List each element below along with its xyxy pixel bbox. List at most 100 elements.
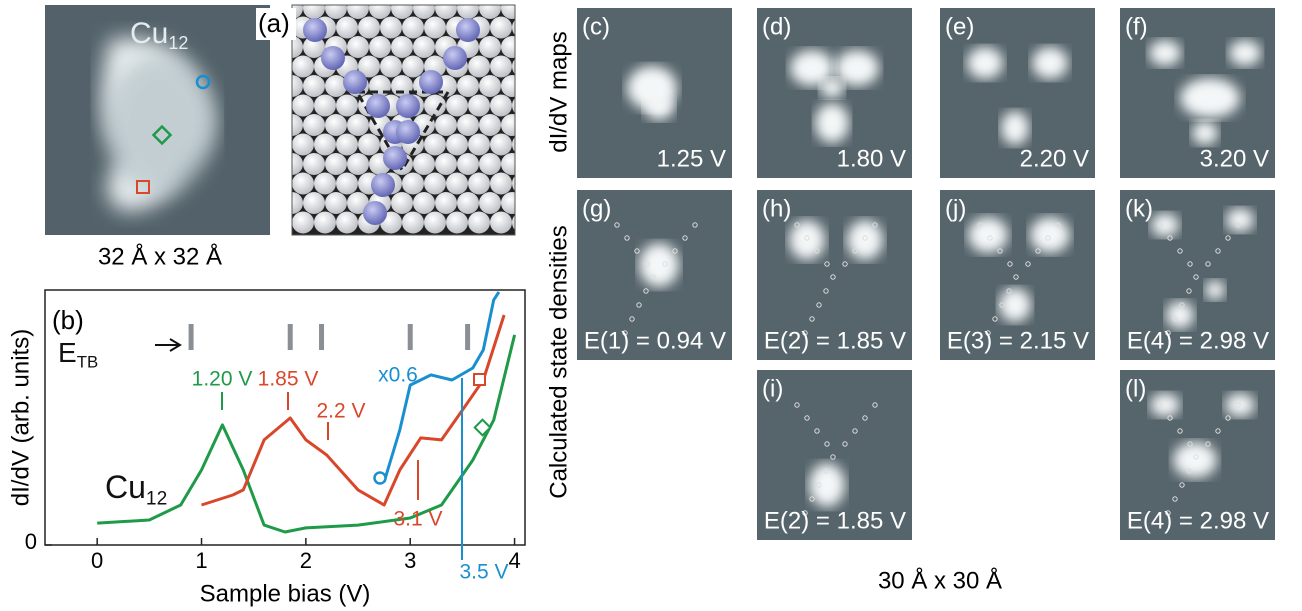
adatom <box>303 18 327 42</box>
panel-caption: E(1) = 0.94 V <box>584 327 726 354</box>
surface-atom <box>501 114 523 136</box>
etb-label-main: E <box>58 337 77 368</box>
surface-atom <box>468 212 490 234</box>
map-panel: (g)E(1) = 0.94 V <box>577 190 732 360</box>
plot-frame <box>45 290 525 545</box>
surface-atom <box>523 36 545 58</box>
surface-atom <box>468 134 490 156</box>
surface-atom <box>358 17 380 39</box>
map-panel: (k)E(4) = 2.98 V <box>1120 190 1275 360</box>
map-blob <box>1205 280 1225 300</box>
surface-atom <box>314 212 336 234</box>
surface-atom <box>490 56 512 78</box>
surface-atom <box>424 95 446 117</box>
surface-atom <box>314 95 336 117</box>
surface-atom <box>347 114 369 136</box>
surface-atom <box>292 173 314 195</box>
panel-caption: E(3) = 2.15 V <box>947 327 1089 354</box>
surface-atom <box>413 153 435 175</box>
surface-atom <box>479 36 501 58</box>
map-blob <box>1030 217 1070 253</box>
surface-atom <box>490 212 512 234</box>
x-tick-label: 4 <box>508 548 520 573</box>
curve <box>384 292 499 482</box>
surface-atom <box>336 95 358 117</box>
model <box>259 0 556 235</box>
surface-atom <box>479 153 501 175</box>
map-blob <box>835 50 879 86</box>
surface-atom <box>292 134 314 156</box>
surface-atom <box>391 75 413 97</box>
x-tick-label: 1 <box>195 548 207 573</box>
adatom <box>443 46 467 70</box>
scale-label: 30 Å x 30 Å <box>878 566 1002 594</box>
surface-atom <box>292 56 314 78</box>
surface-atom <box>325 192 347 214</box>
surface-atom <box>270 95 292 117</box>
map-blob <box>1149 40 1181 66</box>
surface-atom <box>391 192 413 214</box>
map-panel: (c)1.25 V <box>577 8 732 178</box>
row-label: Calculated state densities <box>545 225 572 499</box>
panel-label: (b) <box>52 305 84 335</box>
surface-atom <box>369 75 391 97</box>
surface-atom <box>435 114 457 136</box>
adatom <box>419 70 443 94</box>
surface-atom <box>501 36 523 58</box>
map-panel: (h)E(2) = 1.85 V <box>757 190 912 360</box>
stm-label-main: Cu <box>130 17 168 50</box>
surface-atom <box>523 114 545 136</box>
panel-caption: E(2) = 1.85 V <box>764 327 906 354</box>
surface-atom <box>347 153 369 175</box>
map-blob <box>1192 121 1218 145</box>
panel-label: (f) <box>1125 13 1148 40</box>
surface-atom <box>270 173 292 195</box>
surface-atom <box>303 192 325 214</box>
adatom <box>366 94 390 118</box>
surface-atom <box>468 56 490 78</box>
surface-atom <box>479 114 501 136</box>
surface-atom <box>501 153 523 175</box>
surface-atom <box>325 153 347 175</box>
surface-atom <box>380 17 402 39</box>
surface-atom <box>314 134 336 156</box>
surface-atom <box>534 173 556 195</box>
surface-atom <box>523 192 545 214</box>
adatom <box>396 120 420 144</box>
surface-atom <box>424 212 446 234</box>
surface-atom <box>402 212 424 234</box>
marker <box>474 374 485 385</box>
row-label: dI/dV maps <box>545 31 572 152</box>
surface-atom <box>336 17 358 39</box>
panel-label: (k) <box>1125 195 1153 222</box>
adatom <box>343 70 367 94</box>
map-panel: (i)E(2) = 1.85 V <box>757 370 912 540</box>
surface-atom <box>424 173 446 195</box>
surface-atom <box>303 153 325 175</box>
surface-atom <box>490 134 512 156</box>
adatom <box>456 18 480 42</box>
map-blob <box>967 47 1003 79</box>
surface-atom <box>523 153 545 175</box>
surface-atom <box>457 192 479 214</box>
surface-atom <box>292 95 314 117</box>
map-panel: (l)E(4) = 2.98 V <box>1120 370 1275 540</box>
surface-atom <box>413 192 435 214</box>
panel-label: (d) <box>762 13 791 40</box>
annotation: 3.1 V <box>393 508 442 531</box>
panel-label: (c) <box>582 13 610 40</box>
map-panel: (e)2.20 V <box>940 8 1095 178</box>
panel-caption: 1.80 V <box>837 145 906 172</box>
adatom <box>363 201 387 225</box>
surface-atom <box>501 75 523 97</box>
map-blob <box>1229 40 1261 66</box>
surface-atom <box>402 173 424 195</box>
surface-atom <box>424 17 446 39</box>
panel-label: (a) <box>258 8 290 38</box>
panel-caption: 3.20 V <box>1200 145 1269 172</box>
surface-atom <box>523 0 545 19</box>
surface-atom <box>391 36 413 58</box>
annotation: 1.20 V <box>192 368 253 391</box>
surface-atom <box>413 36 435 58</box>
annotation: x0.6 <box>378 364 418 387</box>
